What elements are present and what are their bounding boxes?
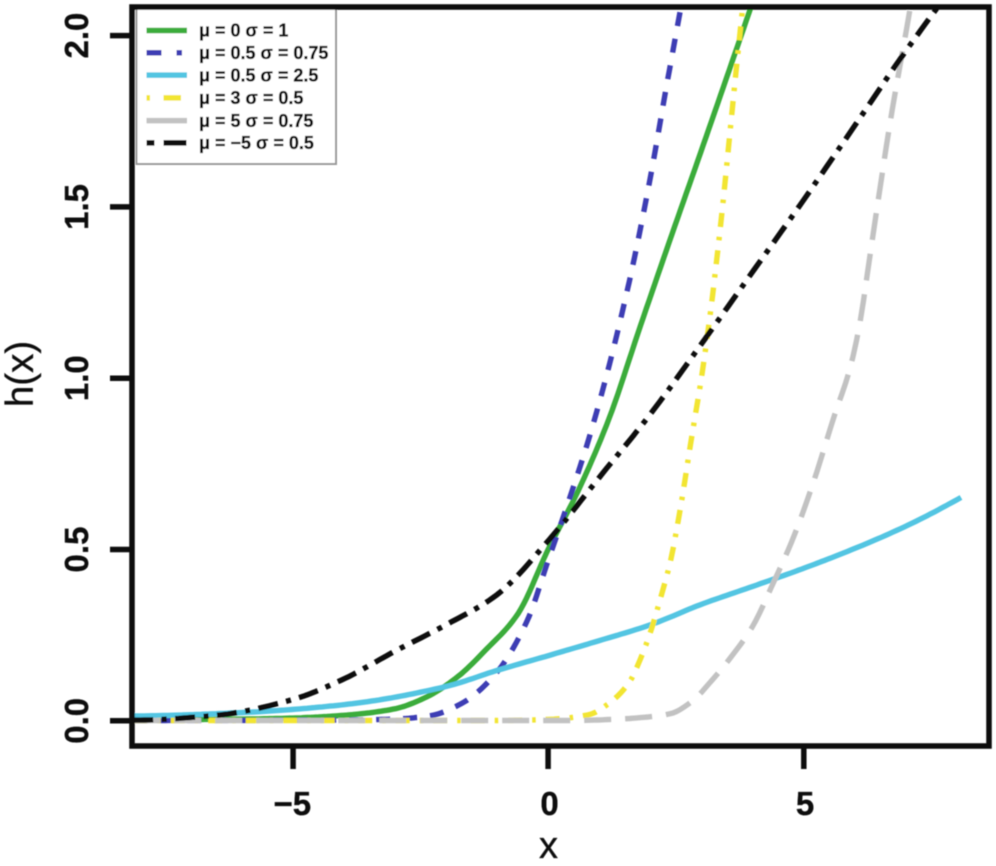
svg-text:2.0: 2.0 <box>58 13 95 59</box>
svg-text:μ = 0.5 σ = 0.75: μ = 0.5 σ = 0.75 <box>199 43 328 63</box>
svg-text:0.5: 0.5 <box>58 527 95 573</box>
svg-text:1.5: 1.5 <box>58 184 95 230</box>
svg-text:x: x <box>539 825 558 866</box>
svg-text:μ = −5 σ = 0.5: μ = −5 σ = 0.5 <box>199 133 314 153</box>
svg-text:0: 0 <box>540 785 558 822</box>
svg-text:μ = 0 σ = 1: μ = 0 σ = 1 <box>199 21 288 41</box>
svg-text:μ = 3 σ = 0.5: μ = 3 σ = 0.5 <box>199 88 303 108</box>
svg-text:1.0: 1.0 <box>58 355 95 401</box>
svg-text:h(x): h(x) <box>0 341 42 407</box>
svg-text:−5: −5 <box>273 785 311 822</box>
svg-text:0.0: 0.0 <box>58 698 95 744</box>
svg-text:5: 5 <box>796 785 814 822</box>
svg-text:μ = 5 σ = 0.75: μ = 5 σ = 0.75 <box>199 111 313 131</box>
svg-text:μ = 0.5 σ = 2.5: μ = 0.5 σ = 2.5 <box>199 65 318 85</box>
